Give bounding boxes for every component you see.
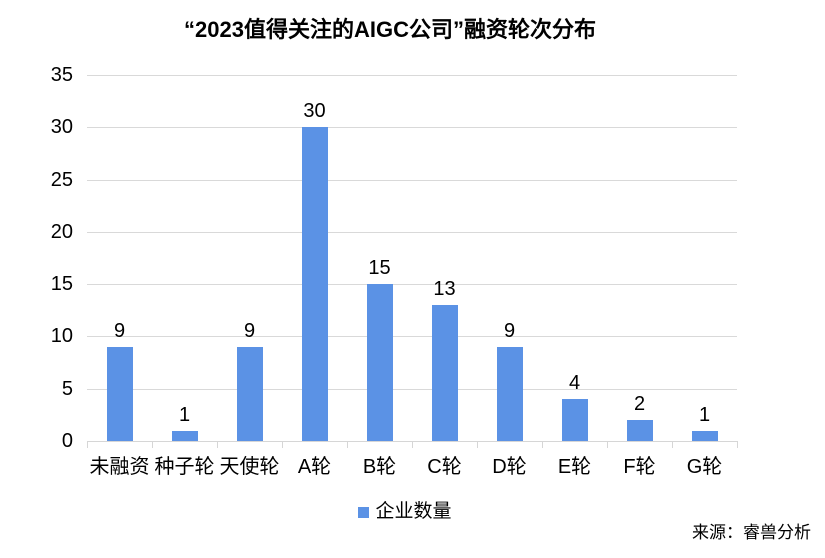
x-axis-tick [152,441,153,448]
bar [236,346,263,441]
bar-value-label: 15 [368,257,391,280]
x-axis-label: D轮 [492,456,527,478]
x-axis-tick [412,441,413,448]
x-axis-label: A轮 [297,456,332,478]
x-axis-tick [672,441,673,448]
bar-value-label: 13 [433,278,456,301]
gridline [87,75,737,76]
bar [431,305,458,441]
x-axis-tick [282,441,283,448]
bar [106,346,133,441]
bar [561,399,588,441]
y-axis-label: 5 [61,377,73,400]
bar-value-label: 4 [568,372,581,395]
bar [496,346,523,441]
gridline [87,284,737,286]
gridline [87,127,737,129]
bar-value-label: 1 [698,403,711,426]
bar-value-label: 30 [303,100,326,123]
legend: 企业数量 [0,501,810,523]
legend-label: 企业数量 [375,501,452,522]
x-axis-tick [347,441,348,448]
gridline [87,336,737,338]
y-axis-label: 25 [50,168,73,191]
gridline [87,388,737,390]
plot-area: 0 5 10 15 20 25 30 35 9 未融资 1 种子轮 9 天使轮 30 A轮 15 B轮 13 C轮 9 D… [51,64,738,478]
x-axis-tick [737,441,738,448]
gridline [87,231,737,233]
source-note: 来源：睿兽分析 [692,523,811,542]
x-axis-label: 未融资 [89,456,150,478]
bar [366,284,393,441]
bar-value-label: 9 [243,319,256,342]
legend-swatch-icon [358,506,370,518]
y-axis-label: 0 [61,430,73,452]
x-axis-label: F轮 [623,456,656,478]
bar-value-label: 9 [503,319,516,342]
gridline [87,179,737,181]
x-axis-label: C轮 [427,456,462,478]
x-axis-tick [607,441,608,448]
x-axis-tick [217,441,218,448]
y-axis-label: 15 [50,273,73,296]
bar-value-label: 9 [113,319,126,342]
x-axis-tick [87,441,88,448]
bar-value-label: 1 [178,403,191,426]
bar-value-label: 2 [633,393,646,416]
bar [301,127,328,441]
bar [171,430,198,441]
y-axis-label: 30 [50,116,73,139]
bar [626,420,653,441]
x-axis-tick [477,441,478,448]
x-axis-tick [542,441,543,448]
x-axis-label: E轮 [557,456,592,478]
x-axis-label: B轮 [362,456,397,478]
y-axis-label: 35 [50,64,73,86]
x-axis-label: 天使轮 [219,456,280,478]
x-axis-label: 种子轮 [154,456,215,478]
chart-title: “2023值得关注的AIGC公司”融资轮次分布 [184,17,596,42]
y-axis-label: 10 [50,325,73,348]
y-axis-label: 20 [50,220,73,243]
x-axis-label: G轮 [686,456,723,478]
bar [691,430,718,441]
